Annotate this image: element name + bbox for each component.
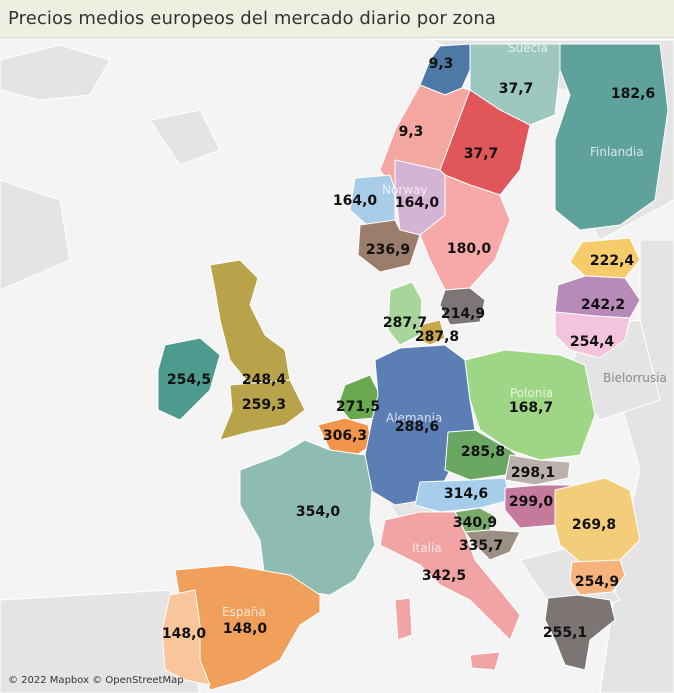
zone-shape-pt[interactable] [161,589,211,686]
label-finlandia: Finlandia [590,145,644,159]
zone-shape-hr[interactable] [464,529,521,561]
value-label-sk: 298,1 [511,465,555,481]
zone-shape-it-sardinia[interactable] [394,597,413,641]
value-label-ie: 254,5 [167,372,211,388]
value-label-cz: 285,8 [461,444,505,460]
zone-shape-se4[interactable] [439,287,486,326]
value-label-gb-s: 259,3 [242,397,286,413]
value-label-no3: 9,3 [399,124,424,140]
value-label-at: 314,6 [444,486,488,502]
value-label-si: 340,9 [453,515,497,531]
label-suecia: Suecia [508,41,548,55]
value-label-fi: 182,6 [611,86,655,102]
value-label-gr: 255,1 [543,625,587,641]
value-label-no2: 236,9 [366,242,410,258]
value-label-fr: 354,0 [296,504,341,520]
value-label-se1: 37,7 [499,81,534,97]
value-label-pl: 168,7 [509,400,553,416]
value-label-no5: 164,0 [333,193,378,209]
value-label-be: 306,3 [323,428,367,444]
zone-polygons [157,43,669,691]
value-label-no4: 9,3 [429,56,454,72]
map-attribution[interactable]: © 2022 Mapbox © OpenStreetMap [8,675,184,686]
value-label-hu: 299,0 [509,494,554,510]
title-bar: Precios medios europeos del mercado diar… [0,0,674,38]
map-canvas[interactable]: Suecia Finlandia Norway Polonia Alemania… [0,38,674,693]
value-label-se2: 37,7 [464,146,499,162]
value-label-es: 148,0 [223,621,268,637]
value-label-gb-n: 248,4 [242,372,287,388]
value-label-pt: 148,0 [162,626,207,642]
value-label-ro: 269,8 [572,517,616,533]
value-label-dk1: 287,7 [383,315,427,331]
zone-shape-gb-s[interactable] [219,379,306,441]
label-bielorrusia: Bielorrusia [603,371,667,385]
value-label-lt: 254,4 [570,334,615,350]
zone-value-labels: 9,3 37,7 182,6 9,3 37,7 164,0 164,0 236,… [162,56,655,642]
zone-shape-ie[interactable] [157,337,221,421]
value-label-bg: 254,9 [575,574,619,590]
value-label-de: 288,6 [395,419,439,435]
value-label-dk2: 287,8 [415,329,459,345]
value-label-it: 342,5 [422,568,466,584]
zone-shape-gb-n[interactable] [209,259,291,386]
label-alemania: Alemania [386,411,442,425]
zone-shape-lt[interactable] [554,311,631,359]
label-italia: Italia [412,541,442,555]
value-label-no1: 164,0 [395,195,440,211]
zone-shape-bg[interactable] [569,559,626,596]
label-espana: España [222,605,266,619]
value-label-hr: 335,7 [459,538,503,554]
europe-map[interactable]: Suecia Finlandia Norway Polonia Alemania… [0,38,674,693]
page-title: Precios medios europeos del mercado diar… [8,8,496,29]
zone-shape-fr[interactable] [239,439,376,596]
zone-shape-it-sicily[interactable] [469,651,501,671]
zone-shape-it[interactable] [379,511,521,641]
value-label-nl: 271,5 [336,399,380,415]
label-polonia: Polonia [510,386,553,400]
label-norway: Norway [382,183,428,197]
value-label-ee: 222,4 [590,253,635,269]
value-label-se3: 180,0 [447,241,492,257]
zone-shape-fi[interactable] [554,43,669,231]
value-label-lv: 242,2 [581,297,625,313]
zone-shape-at[interactable] [414,477,511,513]
country-labels: Suecia Finlandia Norway Polonia Alemania… [222,41,644,619]
zone-shape-dk2[interactable] [419,319,446,346]
zone-shape-no2[interactable] [357,219,421,273]
zone-shape-gr[interactable] [544,594,616,671]
zone-shape-pl[interactable] [464,349,596,461]
value-label-se4: 214,9 [441,306,485,322]
